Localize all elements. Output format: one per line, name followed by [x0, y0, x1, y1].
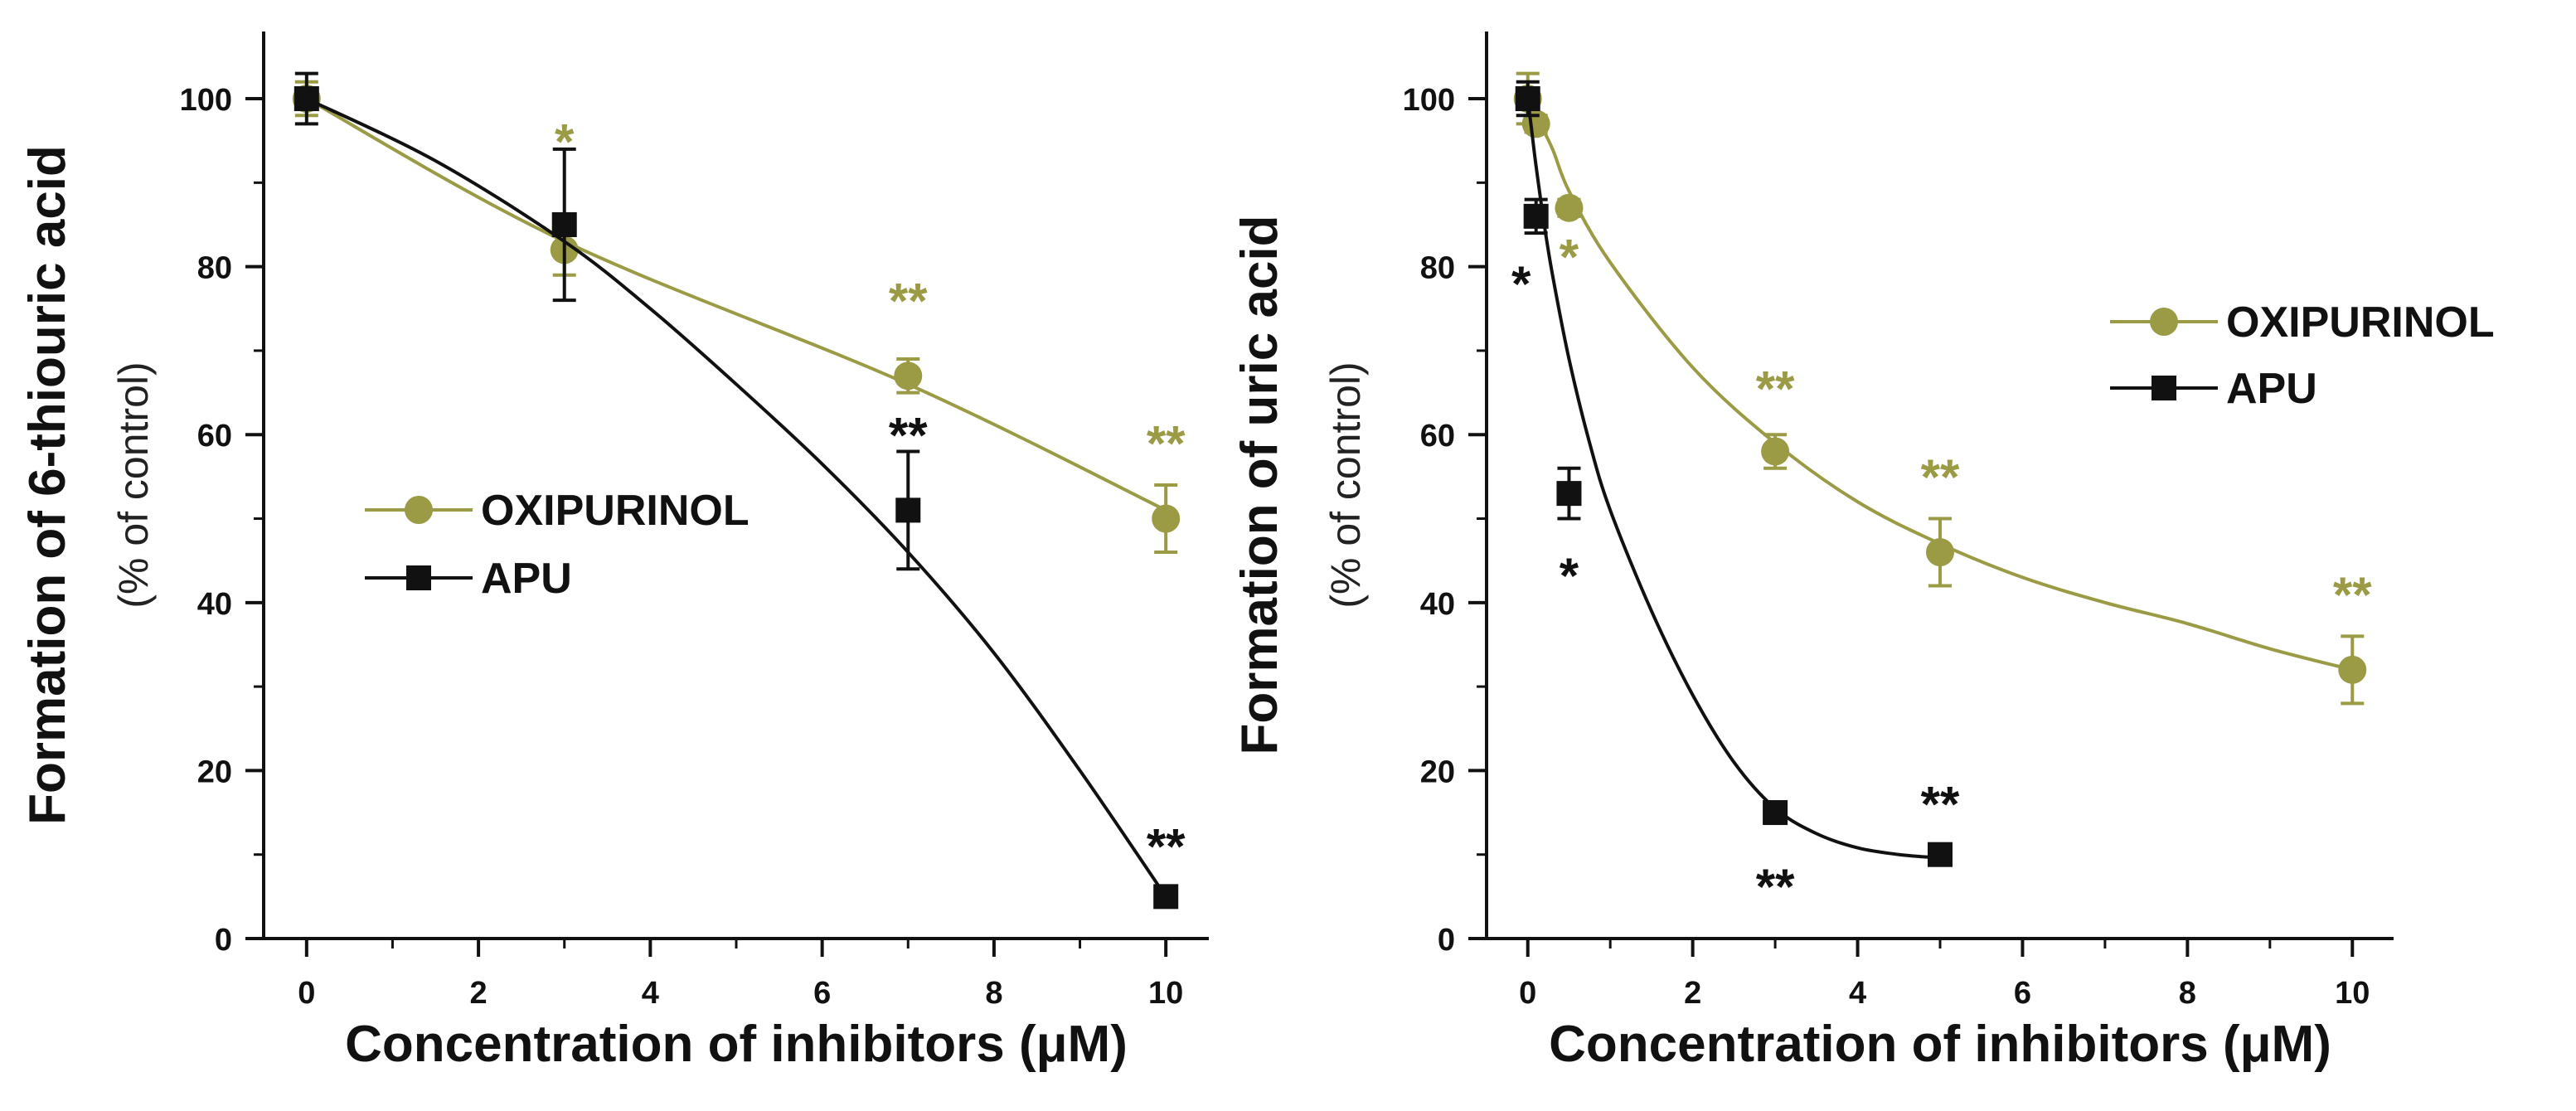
legend: OXIPURINOL APU [2110, 298, 2495, 413]
y-tick-label: 80 [1420, 251, 1455, 286]
y-axis-title: Formation of 6-thiouric acid [19, 145, 76, 825]
y-tick-label: 20 [197, 754, 232, 789]
data-point-square [293, 86, 319, 112]
y-tick-label: 60 [197, 419, 232, 454]
x-tick-label: 6 [2014, 976, 2031, 1011]
x-tick-label: 4 [1849, 976, 1866, 1011]
x-tick-label: 0 [1519, 976, 1536, 1011]
data-point-square [1928, 842, 1953, 867]
x-tick-label: 8 [985, 976, 1002, 1011]
x-tick-label: 6 [813, 976, 831, 1011]
data-point-square [1153, 884, 1179, 910]
significance-marker: ** [2333, 567, 2372, 623]
y-tick-label: 60 [1420, 419, 1455, 454]
significance-marker: ** [889, 407, 928, 463]
data-point-square [1556, 481, 1582, 507]
legend-label: OXIPURINOL [481, 487, 750, 535]
series-apu: ****** [1511, 80, 1960, 915]
y-tick-label: 40 [197, 587, 232, 622]
legend-marker-circle [405, 496, 433, 524]
y-tick-label: 100 [1403, 83, 1455, 118]
y-axis-subtitle: (% of control) [110, 361, 157, 608]
y-tick-label: 80 [197, 251, 232, 286]
fit-curve [1526, 98, 2353, 672]
fit-curve [1526, 98, 1941, 860]
y-tick-label: 40 [1420, 587, 1455, 622]
fit-curve [305, 97, 1167, 898]
y-tick-label: 0 [1438, 923, 1455, 958]
significance-marker: ** [1756, 859, 1795, 915]
y-tick-label: 100 [180, 83, 232, 118]
data-point-circle [894, 361, 923, 391]
significance-marker: * [1511, 256, 1531, 312]
y-axis-subtitle: (% of control) [1322, 361, 1369, 608]
data-point-square [1515, 86, 1540, 112]
y-axis-title: Formation of uric acid [1231, 215, 1288, 754]
significance-marker: * [1560, 548, 1579, 604]
data-point-square [551, 211, 577, 237]
data-point-circle [1555, 193, 1584, 222]
significance-marker: ** [1921, 449, 1960, 505]
data-point-circle [1152, 504, 1181, 533]
significance-marker: ** [1147, 818, 1186, 874]
x-tick-label: 2 [1684, 976, 1701, 1011]
legend-label: OXIPURINOL [2226, 298, 2495, 347]
series-oxipurinol: ***** [292, 80, 1186, 555]
legend-marker-square [406, 565, 431, 590]
x-tick-label: 4 [642, 976, 659, 1011]
significance-marker: * [1560, 230, 1579, 285]
x-tick-label: 2 [470, 976, 488, 1011]
significance-marker: ** [1147, 416, 1186, 472]
x-tick-label: 0 [298, 976, 315, 1011]
series-apu: ** ** [293, 71, 1186, 910]
data-point-circle [2338, 655, 2367, 684]
fit-curve [305, 97, 1167, 512]
y-tick-label: 20 [1420, 754, 1455, 789]
data-point-square [1523, 203, 1549, 229]
x-axis-title: Concentration of inhibitors (μM) [1549, 1016, 2331, 1073]
significance-marker: ** [889, 273, 928, 328]
legend-label: APU [481, 555, 572, 603]
data-point-square [1763, 800, 1788, 826]
x-tick-label: 10 [2335, 976, 2370, 1011]
x-axis-title: Concentration of inhibitors (μM) [345, 1016, 1128, 1073]
legend-marker-square [2152, 376, 2176, 400]
significance-marker: ** [1756, 361, 1795, 416]
significance-marker: ** [1921, 777, 1960, 832]
data-point-square [895, 497, 921, 523]
series-oxipurinol: ******* [1513, 71, 2372, 706]
data-point-circle [1926, 538, 1954, 567]
y-tick-label: 0 [215, 923, 232, 958]
x-tick-label: 8 [2179, 976, 2196, 1011]
legend-label: APU [2226, 365, 2317, 413]
legend-marker-circle [2150, 308, 2178, 336]
data-point-circle [1761, 437, 1790, 466]
x-tick-label: 10 [1148, 976, 1183, 1011]
legend: OXIPURINOL APU [365, 487, 750, 603]
